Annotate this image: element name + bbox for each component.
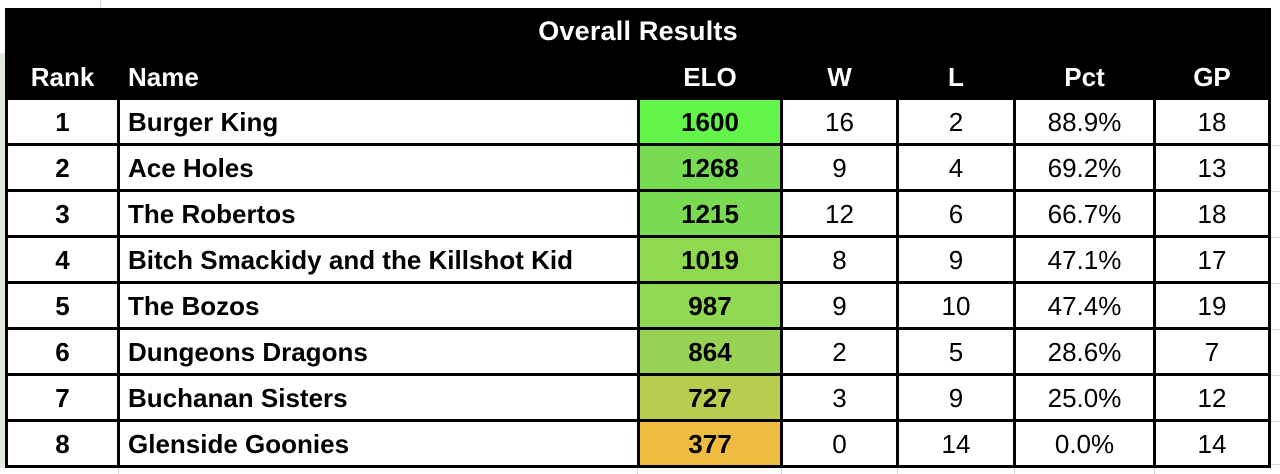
sheet-gridline-stub xyxy=(897,468,898,474)
sheet-gridline-stub xyxy=(1154,468,1155,474)
pct-cell[interactable]: 69.2% xyxy=(1016,146,1153,189)
column-header-pct[interactable]: Pct xyxy=(1064,62,1105,92)
pct-cell[interactable]: 88.9% xyxy=(1016,100,1153,143)
sheet-gridline-stub xyxy=(1271,375,1280,376)
rank-cell[interactable]: 2 xyxy=(8,146,117,189)
wins-cell[interactable]: 3 xyxy=(783,376,896,419)
gp-cell[interactable]: 18 xyxy=(1156,100,1268,143)
elo-cell[interactable]: 987 xyxy=(640,284,780,327)
elo-cell[interactable]: 1019 xyxy=(640,238,780,281)
losses-cell[interactable]: 10 xyxy=(899,284,1013,327)
sheet-gridline-stub xyxy=(1014,468,1015,474)
overall-results-table: Overall Results Rank Name ELO W L Pct GP… xyxy=(5,8,1271,468)
sheet-gridline-stub xyxy=(118,468,119,474)
gp-cell[interactable]: 7 xyxy=(1156,330,1268,373)
sheet-gridline-stub xyxy=(100,0,101,8)
wins-cell[interactable]: 8 xyxy=(783,238,896,281)
losses-cell[interactable]: 4 xyxy=(899,146,1013,189)
column-header-row: Rank Name ELO W L Pct GP xyxy=(5,55,1271,100)
table-title: Overall Results xyxy=(538,16,738,46)
rank-cell[interactable]: 4 xyxy=(8,238,117,281)
sheet-gridline-stub xyxy=(1271,237,1280,238)
elo-cell[interactable]: 864 xyxy=(640,330,780,373)
elo-cell[interactable]: 1215 xyxy=(640,192,780,235)
rank-cell[interactable]: 7 xyxy=(8,376,117,419)
pct-cell[interactable]: 47.1% xyxy=(1016,238,1153,281)
elo-cell[interactable]: 377 xyxy=(640,422,780,465)
losses-cell[interactable]: 6 xyxy=(899,192,1013,235)
gp-cell[interactable]: 17 xyxy=(1156,238,1268,281)
name-cell[interactable]: Ace Holes xyxy=(120,146,637,189)
wins-cell[interactable]: 9 xyxy=(783,146,896,189)
pct-cell[interactable]: 25.0% xyxy=(1016,376,1153,419)
sheet-gridline-stub xyxy=(1271,283,1280,284)
gp-cell[interactable]: 19 xyxy=(1156,284,1268,327)
sheet-gridline-stub xyxy=(1271,329,1280,330)
table-body: 1 Burger King 1600 16 2 88.9% 18 2 Ace H… xyxy=(5,100,1271,468)
column-header-losses[interactable]: L xyxy=(948,62,964,92)
elo-cell[interactable]: 1600 xyxy=(640,100,780,143)
sheet-gridline-stub xyxy=(1271,464,1280,465)
wins-cell[interactable]: 9 xyxy=(783,284,896,327)
table-header-block: Overall Results Rank Name ELO W L Pct GP xyxy=(5,8,1271,100)
gp-cell[interactable]: 14 xyxy=(1156,422,1268,465)
pct-cell[interactable]: 0.0% xyxy=(1016,422,1153,465)
sheet-gridline-stub xyxy=(781,468,782,474)
losses-cell[interactable]: 9 xyxy=(899,376,1013,419)
name-cell[interactable]: Burger King xyxy=(120,100,637,143)
name-cell[interactable]: Buchanan Sisters xyxy=(120,376,637,419)
sheet-gridline-stub xyxy=(637,468,638,474)
rank-cell[interactable]: 3 xyxy=(8,192,117,235)
losses-cell[interactable]: 2 xyxy=(899,100,1013,143)
name-cell[interactable]: Dungeons Dragons xyxy=(120,330,637,373)
table-title-cell[interactable]: Overall Results xyxy=(5,8,1271,55)
pct-cell[interactable]: 47.4% xyxy=(1016,284,1153,327)
gp-cell[interactable]: 18 xyxy=(1156,192,1268,235)
losses-cell[interactable]: 5 xyxy=(899,330,1013,373)
name-cell[interactable]: Bitch Smackidy and the Killshot Kid xyxy=(120,238,637,281)
rank-cell[interactable]: 6 xyxy=(8,330,117,373)
rank-cell[interactable]: 8 xyxy=(8,422,117,465)
column-header-name[interactable]: Name xyxy=(128,62,199,92)
column-header-wins[interactable]: W xyxy=(827,62,852,92)
gp-cell[interactable]: 13 xyxy=(1156,146,1268,189)
sheet-gridline-stub xyxy=(1271,421,1280,422)
wins-cell[interactable]: 0 xyxy=(783,422,896,465)
name-cell[interactable]: The Robertos xyxy=(120,192,637,235)
column-header-elo[interactable]: ELO xyxy=(683,62,737,92)
left-neighbor-cells xyxy=(0,53,5,468)
sheet-gridline-stub xyxy=(1271,145,1280,146)
gp-cell[interactable]: 12 xyxy=(1156,376,1268,419)
wins-cell[interactable]: 12 xyxy=(783,192,896,235)
sheet-gridline-stub xyxy=(1271,191,1280,192)
rank-cell[interactable]: 1 xyxy=(8,100,117,143)
pct-cell[interactable]: 66.7% xyxy=(1016,192,1153,235)
elo-cell[interactable]: 1268 xyxy=(640,146,780,189)
wins-cell[interactable]: 16 xyxy=(783,100,896,143)
rank-cell[interactable]: 5 xyxy=(8,284,117,327)
pct-cell[interactable]: 28.6% xyxy=(1016,330,1153,373)
name-cell[interactable]: The Bozos xyxy=(120,284,637,327)
losses-cell[interactable]: 9 xyxy=(899,238,1013,281)
wins-cell[interactable]: 2 xyxy=(783,330,896,373)
column-header-rank[interactable]: Rank xyxy=(30,62,95,92)
losses-cell[interactable]: 14 xyxy=(899,422,1013,465)
name-cell[interactable]: Glenside Goonies xyxy=(120,422,637,465)
elo-cell[interactable]: 727 xyxy=(640,376,780,419)
column-header-gp[interactable]: GP xyxy=(1193,62,1231,92)
